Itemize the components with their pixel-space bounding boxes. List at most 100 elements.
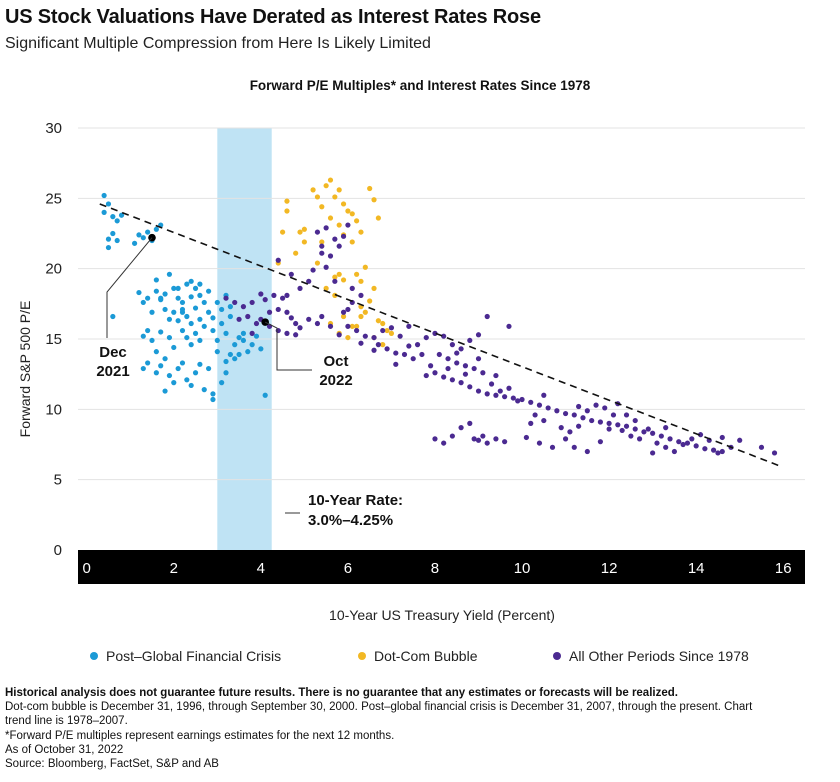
data-point-post-gfc: [227, 304, 233, 310]
data-point-post-gfc: [179, 309, 186, 315]
data-point-other-periods: [436, 351, 442, 358]
x-tick-label: 4: [257, 560, 265, 577]
data-point-post-gfc: [201, 387, 207, 393]
data-point-other-periods: [293, 320, 299, 327]
data-point-post-gfc: [110, 313, 116, 320]
data-point-other-periods: [288, 271, 294, 277]
data-point-other-periods: [284, 292, 290, 298]
data-point-dot-com: [336, 271, 342, 277]
data-point-post-gfc: [105, 244, 112, 251]
data-point-other-periods: [663, 444, 669, 450]
data-point-other-periods: [771, 450, 778, 456]
data-point-post-gfc: [232, 342, 238, 348]
data-point-other-periods: [354, 327, 360, 334]
data-point-other-periods: [641, 429, 647, 435]
data-point-other-periods: [658, 433, 664, 439]
data-point-other-periods: [271, 292, 277, 298]
data-point-other-periods: [680, 441, 686, 448]
data-point-other-periods: [375, 342, 381, 348]
data-point-post-gfc: [118, 212, 125, 218]
data-point-other-periods: [623, 423, 630, 429]
data-point-post-gfc: [171, 285, 177, 291]
data-point-other-periods: [432, 436, 438, 442]
data-point-other-periods: [663, 425, 669, 431]
data-point-other-periods: [536, 440, 543, 446]
data-point-other-periods: [697, 432, 704, 438]
data-point-other-periods: [384, 346, 390, 352]
data-point-other-periods: [541, 392, 547, 398]
data-point-post-gfc: [249, 342, 255, 348]
data-point-post-gfc: [184, 334, 190, 341]
data-point-post-gfc: [240, 337, 247, 344]
data-point-other-periods: [480, 433, 486, 439]
data-point-other-periods: [432, 370, 438, 376]
data-point-post-gfc: [223, 370, 229, 376]
data-point-dot-com: [314, 194, 321, 200]
data-point-other-periods: [310, 267, 316, 273]
data-point-other-periods: [475, 332, 482, 338]
data-point-dot-com: [358, 278, 364, 284]
data-point-post-gfc: [210, 327, 216, 334]
data-point-other-periods: [232, 299, 238, 306]
data-point-post-gfc: [227, 313, 233, 320]
data-point-post-gfc: [175, 285, 181, 291]
data-point-other-periods: [266, 309, 273, 315]
note-line: trend line is 1978–2007.: [5, 715, 128, 728]
data-point-dot-com: [340, 313, 347, 320]
data-point-post-gfc: [171, 344, 177, 351]
data-point-dot-com: [354, 218, 360, 224]
data-point-post-gfc: [145, 327, 151, 334]
data-point-other-periods: [327, 323, 334, 329]
data-point-other-periods: [523, 434, 529, 441]
data-point-other-periods: [275, 257, 281, 263]
data-point-other-periods: [584, 448, 590, 455]
data-point-other-periods: [632, 426, 638, 432]
data-point-post-gfc: [149, 309, 155, 315]
data-point-dot-com: [380, 342, 386, 348]
data-point-other-periods: [576, 423, 582, 429]
data-point-other-periods: [584, 408, 590, 414]
data-point-post-gfc: [171, 380, 177, 386]
data-point-other-periods: [340, 233, 347, 239]
data-point-other-periods: [362, 333, 368, 339]
data-point-post-gfc: [184, 281, 190, 287]
annotation-oct-2022-label: Oct: [323, 353, 348, 370]
data-point-other-periods: [314, 229, 321, 235]
data-point-dot-com: [284, 198, 290, 204]
data-point-other-periods: [519, 396, 525, 403]
data-point-dot-com: [354, 323, 360, 329]
data-point-other-periods: [345, 222, 351, 228]
data-point-post-gfc: [136, 232, 142, 238]
data-point-other-periods: [345, 323, 351, 329]
data-point-other-periods: [532, 412, 538, 418]
y-axis-title: Forward S&P 500 P/E: [17, 301, 33, 438]
data-point-other-periods: [280, 295, 286, 301]
data-point-other-periods: [467, 420, 473, 426]
data-point-post-gfc: [197, 281, 203, 287]
data-point-post-gfc: [223, 330, 229, 336]
legend-marker-post-gfc: [90, 652, 98, 660]
data-point-post-gfc: [114, 237, 120, 244]
data-point-post-gfc: [162, 388, 168, 394]
data-point-dot-com: [375, 215, 381, 221]
data-point-other-periods: [319, 243, 325, 249]
note-line: *Forward P/E multiples represent earning…: [5, 729, 395, 742]
data-point-other-periods: [484, 313, 490, 320]
x-tick-label: 2: [170, 560, 178, 577]
data-point-other-periods: [432, 330, 438, 336]
data-point-post-gfc: [175, 295, 181, 301]
data-point-post-gfc: [236, 351, 242, 358]
data-point-dot-com: [367, 298, 373, 304]
data-point-post-gfc: [166, 372, 173, 379]
data-point-other-periods: [441, 374, 447, 380]
page-subhead: Significant Multiple Compression from He…: [5, 35, 431, 52]
annotation-dec-2021-label: Dec: [99, 344, 127, 361]
footnotes: Historical analysis does not guarantee f…: [5, 686, 825, 771]
data-point-other-periods: [502, 394, 508, 400]
data-point-post-gfc: [140, 365, 146, 372]
annotation-dec-2021-label: 2021: [96, 363, 129, 380]
data-point-other-periods: [702, 446, 708, 452]
data-point-other-periods: [253, 320, 260, 327]
data-point-post-gfc: [205, 309, 212, 315]
data-point-post-gfc: [166, 271, 173, 277]
